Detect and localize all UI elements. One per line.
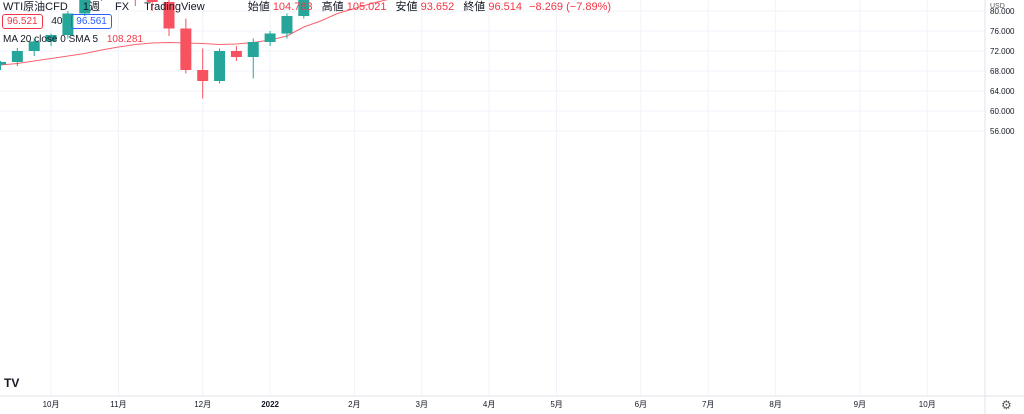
- candle-down[interactable]: [230, 51, 242, 57]
- x-tick-label: 5月: [550, 400, 562, 409]
- moving-average-line: [0, 0, 389, 66]
- change-value: −8.269 (−7.89%): [529, 1, 612, 13]
- candle-up[interactable]: [214, 51, 226, 81]
- x-tick-label: 10月: [919, 400, 936, 409]
- spread-value: 40: [51, 16, 63, 27]
- y-tick-label: 60.000: [990, 107, 1015, 116]
- low-label: 安値: [395, 1, 418, 13]
- chart-header: WTI原油CFD 1週 FX TradingView 始値 104.783 高値…: [0, 0, 611, 14]
- open-label: 始値: [247, 1, 270, 13]
- candle-up[interactable]: [264, 33, 276, 43]
- candle-up[interactable]: [281, 16, 293, 34]
- candle-up[interactable]: [28, 41, 40, 52]
- axis-unit-label: USD: [990, 3, 1005, 10]
- open-value: 104.783: [272, 1, 313, 13]
- close-label: 終値: [463, 1, 486, 13]
- y-tick-label: 56.000: [990, 127, 1015, 136]
- ask-box[interactable]: 96.561: [71, 14, 112, 29]
- candle-up[interactable]: [62, 13, 74, 36]
- candle-up[interactable]: [0, 62, 6, 65]
- gear-icon[interactable]: ⚙: [1001, 398, 1012, 412]
- high-label: 高値: [321, 1, 344, 13]
- tradingview-logo-icon[interactable]: TV: [4, 376, 20, 390]
- symbol-name[interactable]: WTI原油CFD: [3, 1, 68, 13]
- candle-up[interactable]: [11, 51, 23, 62]
- x-tick-label: 7月: [702, 400, 714, 409]
- market-label: FX: [115, 1, 130, 13]
- indicator-label: MA 20 close 0 SMA 5: [3, 34, 99, 45]
- source-label: TradingView: [144, 1, 205, 13]
- y-tick-label: 64.000: [990, 87, 1015, 96]
- candle-down[interactable]: [180, 28, 192, 71]
- interval-label[interactable]: 1週: [82, 1, 100, 13]
- candle-down[interactable]: [197, 70, 209, 81]
- candle-down[interactable]: [163, 2, 175, 29]
- x-tick-label: 4月: [483, 400, 495, 409]
- close-value: 96.514: [488, 1, 523, 13]
- y-tick-label: 80.000: [990, 7, 1015, 16]
- x-tick-label: 3月: [416, 400, 428, 409]
- indicator-value: 108.281: [106, 34, 143, 45]
- y-tick-label: 72.000: [990, 47, 1015, 56]
- candle-up[interactable]: [79, 0, 91, 14]
- x-tick-label: 10月: [43, 400, 60, 409]
- low-value: 93.652: [420, 1, 455, 13]
- candle-down[interactable]: [146, 0, 158, 2]
- candle-up[interactable]: [247, 42, 259, 57]
- y-tick-label: 76.000: [990, 27, 1015, 36]
- candle-up[interactable]: [45, 35, 57, 42]
- bid-ask-row: 96.521 40 96.561: [2, 14, 112, 30]
- x-tick-label: 12月: [194, 400, 211, 409]
- x-tick-label: 9月: [854, 400, 866, 409]
- x-tick-label: 2月: [348, 400, 360, 409]
- x-tick-label: 8月: [769, 400, 781, 409]
- bid-box[interactable]: 96.521: [2, 14, 43, 29]
- x-tick-label: 11月: [110, 400, 126, 409]
- x-tick-label: 6月: [635, 400, 647, 409]
- candle-up[interactable]: [298, 0, 310, 16]
- high-value: 105.021: [346, 1, 387, 13]
- x-tick-label: 2022: [261, 400, 279, 409]
- indicator-legend[interactable]: MA 20 close 0 SMA 5 108.281: [3, 34, 143, 45]
- y-tick-label: 68.000: [990, 67, 1015, 76]
